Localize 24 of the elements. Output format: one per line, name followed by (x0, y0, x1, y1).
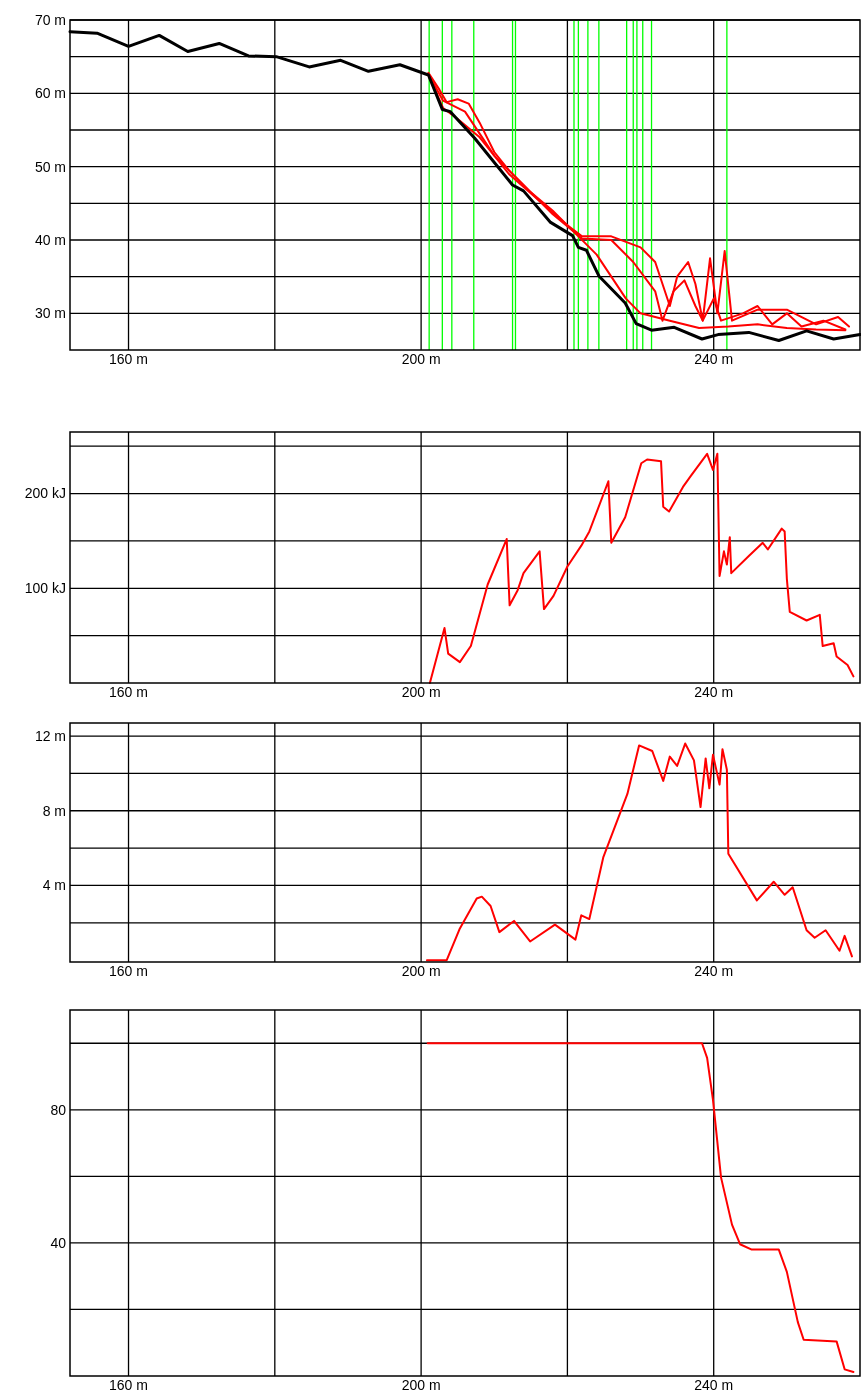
x-tick-label: 160 m (109, 963, 148, 979)
x-tick-label: 240 m (694, 351, 734, 367)
x-tick-label: 240 m (694, 963, 734, 979)
y-tick-label: 12 m (34, 727, 66, 744)
x-tick-label: 200 m (401, 963, 441, 979)
x-tick-label: 160 m (109, 1377, 148, 1393)
x-tick-label: 200 m (401, 684, 441, 700)
y-tick-label: 60 m (34, 85, 66, 102)
x-tick-label: 200 m (401, 1377, 441, 1393)
x-tick-label: 160 m (109, 684, 148, 700)
y-tick-label: 100 kJ (24, 580, 66, 597)
y-tick-label: 200 kJ (24, 485, 66, 502)
y-tick-label: 40 m (34, 231, 66, 248)
x-tick-label: 200 m (401, 351, 441, 367)
y-tick-label: 70 m (34, 11, 66, 28)
y-tick-label: 4 m (42, 877, 66, 894)
y-tick-label: 8 m (42, 802, 66, 819)
y-tick-label: 30 m (34, 305, 66, 322)
y-tick-label: 40 (50, 1234, 67, 1251)
x-tick-label: 240 m (694, 1377, 734, 1393)
x-tick-label: 240 m (694, 684, 734, 700)
x-tick-label: 160 m (109, 351, 148, 367)
y-tick-label: 50 m (34, 158, 66, 175)
y-tick-label: 80 (50, 1101, 67, 1118)
